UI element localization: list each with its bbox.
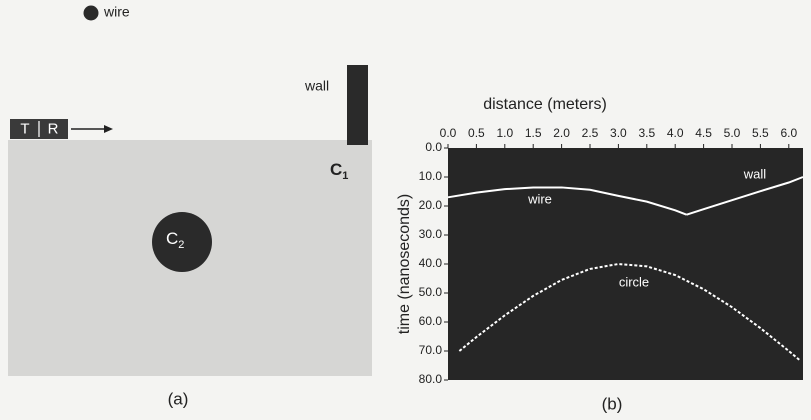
x-tick-label: 5.0 [724, 126, 741, 140]
buried-circle [152, 212, 212, 272]
x-tick-label: 0.5 [468, 126, 485, 140]
y-tick-label: 0.0 [425, 140, 442, 154]
y-axis-label: time (nanoseconds) [396, 194, 413, 335]
x-tick-label: 4.0 [667, 126, 684, 140]
transmitter: T [20, 120, 29, 137]
x-tick-label: 6.0 [780, 126, 797, 140]
c1: C [330, 160, 342, 179]
reflection-curve [447, 186, 687, 216]
x-tick-label: 3.0 [610, 126, 627, 140]
wire-dot [83, 5, 99, 21]
y-tick-label: 80.0 [419, 372, 443, 386]
x-tick-label: 0.0 [440, 126, 457, 140]
c2: C [166, 229, 178, 248]
c1-label: C1 [330, 160, 348, 181]
x-tick-label: 1.5 [525, 126, 542, 140]
curve-label: circle [619, 274, 649, 289]
x-tick-label: 2.5 [582, 126, 599, 140]
wall-label: wall [304, 78, 329, 94]
c2-label: C2 [166, 229, 184, 250]
caption-a: (a) [168, 389, 189, 408]
x-tick-label: 2.0 [553, 126, 570, 140]
wire-label: wire [103, 4, 130, 20]
c2-sub: 2 [178, 239, 184, 251]
receiver: R [48, 120, 59, 137]
y-tick-label: 10.0 [419, 169, 443, 183]
curve-label: wall [743, 166, 767, 181]
y-tick-label: 20.0 [419, 198, 443, 212]
y-tick-label: 70.0 [419, 343, 443, 357]
y-tick-label: 30.0 [419, 227, 443, 241]
caption-b: (b) [602, 394, 623, 413]
arrow-head [104, 125, 113, 133]
y-tick-label: 50.0 [419, 285, 443, 299]
reflection-curve [686, 176, 804, 216]
x-tick-label: 3.5 [638, 126, 655, 140]
wall [347, 65, 368, 145]
x-tick-label: 1.0 [496, 126, 513, 140]
x-tick-label: 5.5 [752, 126, 769, 140]
x-tick-label: 4.5 [695, 126, 712, 140]
c1-sub: 1 [342, 170, 348, 182]
y-tick-label: 60.0 [419, 314, 443, 328]
y-tick-label: 40.0 [419, 256, 443, 270]
curve-label: wire [527, 191, 552, 206]
x-axis-label: distance (meters) [483, 96, 607, 113]
reflection-curve [458, 262, 801, 362]
